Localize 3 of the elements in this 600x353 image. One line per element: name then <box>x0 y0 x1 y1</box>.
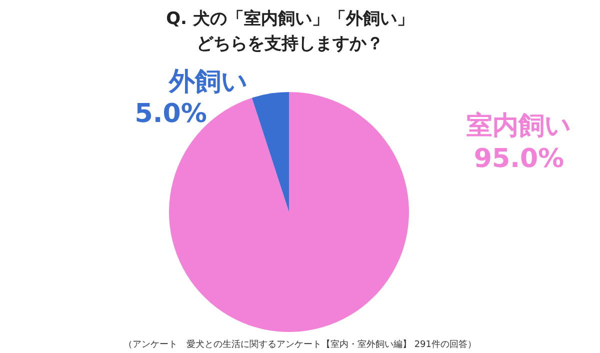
subtitle: どちらを支持しますか？ <box>196 34 384 54</box>
title: Q. 犬の「室内飼い」「外飼い」 <box>166 9 414 29</box>
annotation: （アンケート 愛犬との生活に関するアンケート【室内・室外飼い編】 291件の回答） <box>123 340 477 350</box>
